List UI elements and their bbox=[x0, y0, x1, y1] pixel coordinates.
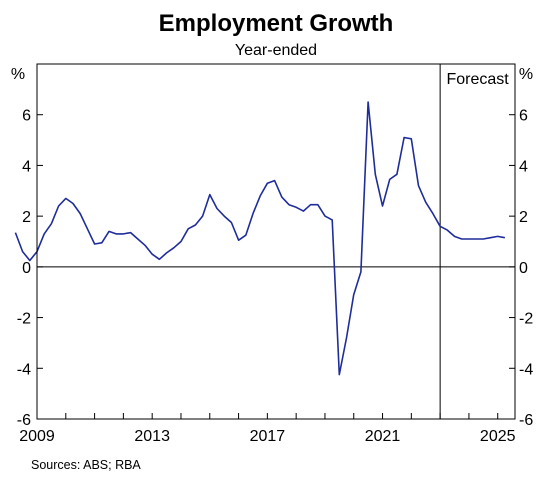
y-tick-label-left: 0 bbox=[22, 260, 31, 277]
y-tick-label-right: 4 bbox=[519, 158, 528, 175]
y-tick-label-right: -6 bbox=[519, 412, 533, 429]
x-tick-label: 2017 bbox=[250, 428, 286, 445]
chart-subtitle: Year-ended bbox=[235, 42, 317, 59]
x-tick-label: 2021 bbox=[365, 428, 401, 445]
y-tick-label-left: -4 bbox=[17, 361, 31, 378]
y-tick-label-left: 4 bbox=[22, 158, 31, 175]
y-ticks-right: 6 4 2 0 -2 -4 -6 bbox=[509, 108, 533, 429]
y-tick-label-left: -2 bbox=[17, 311, 31, 328]
y-tick-label-left: -6 bbox=[17, 412, 31, 429]
x-tick-label: 2009 bbox=[19, 428, 55, 445]
y-axis-unit-right: % bbox=[519, 66, 533, 83]
y-tick-label-left: 2 bbox=[22, 209, 31, 226]
x-ticks: 2009 2013 2017 2021 2025 bbox=[19, 413, 516, 445]
y-axis-unit-left: % bbox=[11, 66, 25, 83]
y-tick-label-left: 6 bbox=[22, 108, 31, 125]
y-tick-label-right: -2 bbox=[519, 311, 533, 328]
x-tick-label: 2025 bbox=[480, 428, 516, 445]
y-tick-label-right: 2 bbox=[519, 209, 528, 226]
y-tick-label-right: -4 bbox=[519, 361, 533, 378]
plot-frame bbox=[36, 63, 516, 420]
forecast-label: Forecast bbox=[446, 71, 509, 88]
source-note: Sources: ABS; RBA bbox=[31, 458, 141, 472]
y-tick-label-right: 6 bbox=[519, 108, 528, 125]
y-ticks-left: 6 4 2 0 -2 -4 -6 bbox=[17, 108, 43, 429]
y-tick-label-right: 0 bbox=[519, 260, 528, 277]
employment-growth-line bbox=[14, 101, 506, 376]
x-tick-label: 2013 bbox=[134, 428, 170, 445]
chart-title: Employment Growth bbox=[159, 10, 394, 37]
